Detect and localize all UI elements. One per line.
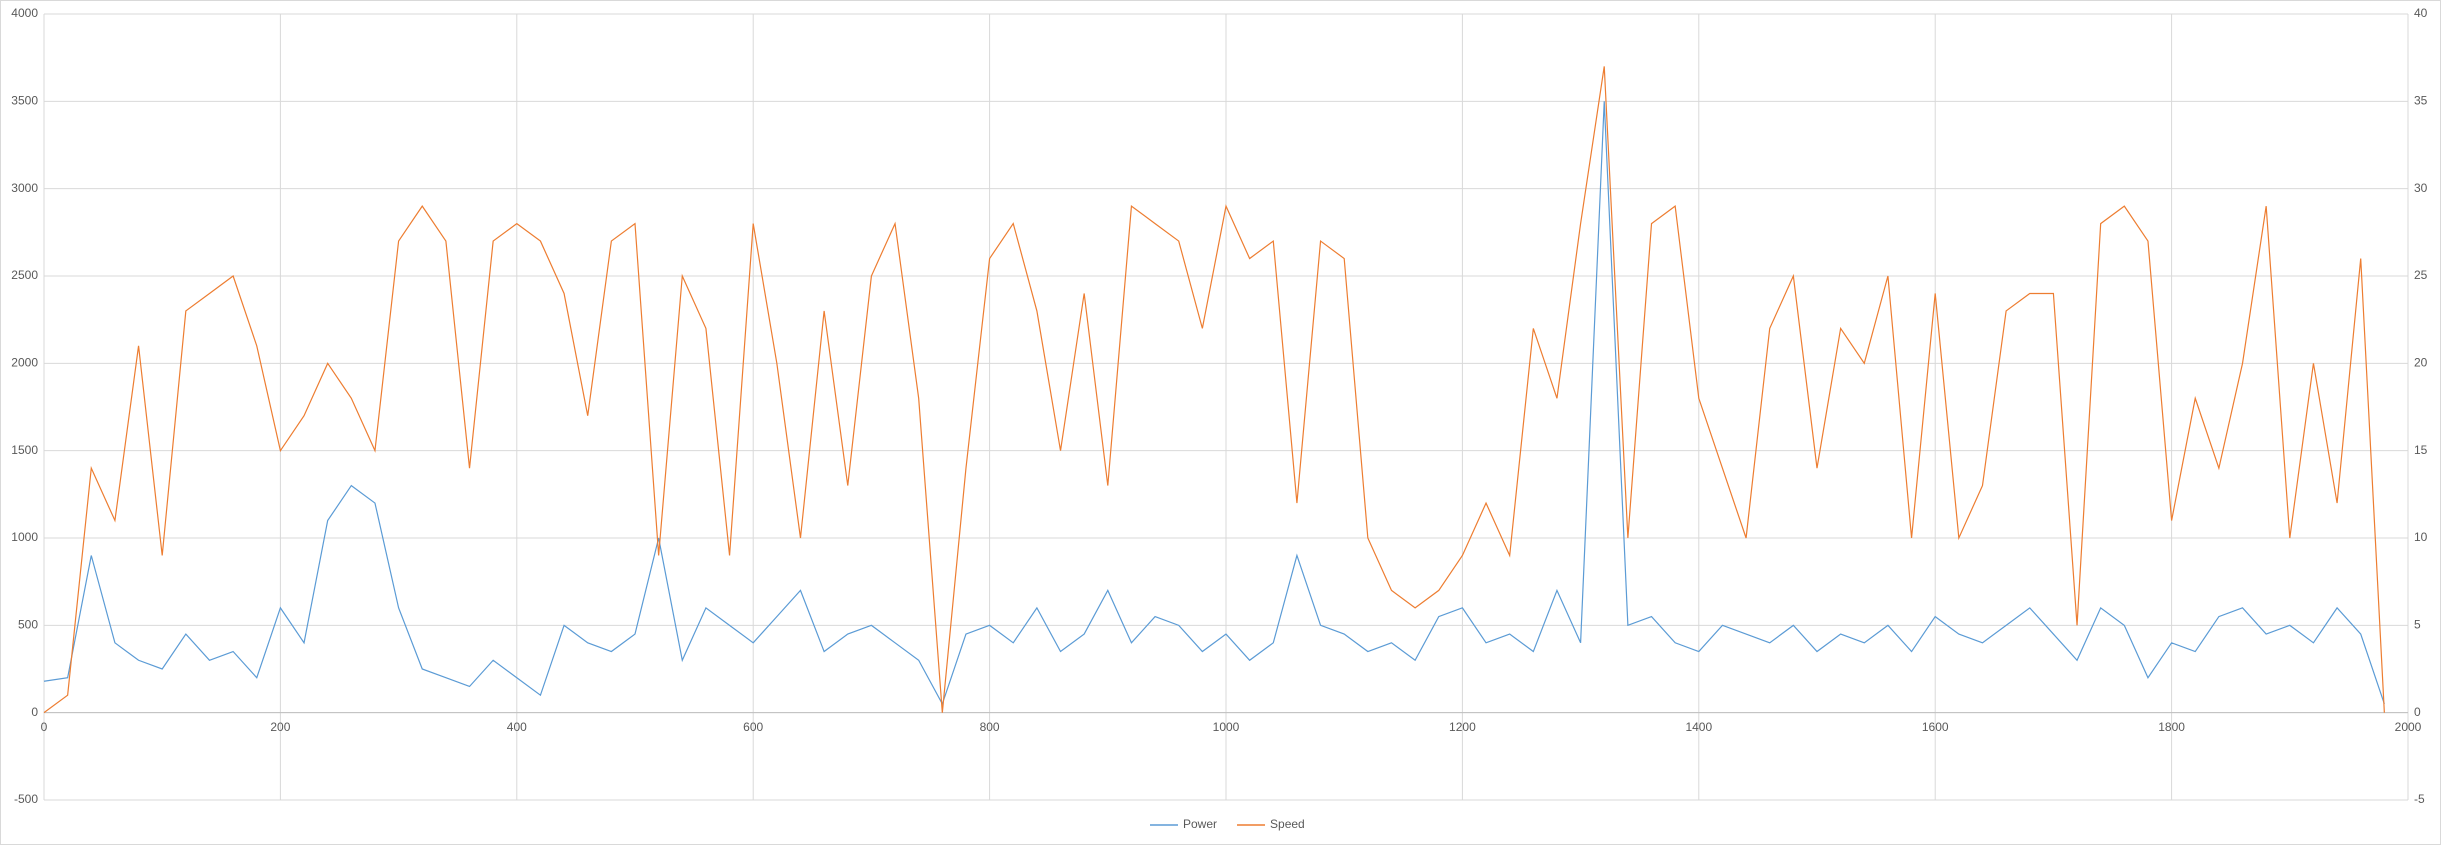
y-tick-label: 2000 [11,356,38,370]
legend-label: Speed [1270,817,1305,831]
legend: Power Speed [1150,817,1305,831]
series-line [43,66,2385,714]
y2-tick-label: 10 [2414,530,2428,544]
series-line [43,101,2385,706]
x-tick-label: 200 [270,720,290,734]
x-tick-label: 1400 [1685,720,1712,734]
legend-label: Power [1183,817,1217,831]
y-tick-label: 4000 [11,6,38,20]
y-tick-label: 3000 [11,181,38,195]
y2-tick-label: 20 [2414,356,2428,370]
y2-tick-label: 15 [2414,443,2428,457]
x-tick-label: 1000 [1213,720,1240,734]
y2-tick-label: 35 [2414,94,2428,108]
y-tick-label: 0 [31,705,38,719]
y2-tick-label: 30 [2414,181,2428,195]
y-tick-label: 500 [18,618,38,632]
y2-tick-label: 0 [2414,705,2421,719]
y-tick-label: 1500 [11,443,38,457]
x-tick-label: 1200 [1449,720,1476,734]
x-tick-label: 600 [743,720,763,734]
y2-tick-label: 5 [2414,618,2421,632]
y2-tick-label: -5 [2414,792,2425,806]
y-tick-label: 3500 [11,94,38,108]
y-tick-label: 2500 [11,268,38,282]
y-tick-label: 1000 [11,530,38,544]
x-tick-label: 2000 [2395,720,2422,734]
y-tick-label: -500 [14,792,38,806]
x-tick-label: 1600 [1922,720,1949,734]
x-tick-label: 400 [507,720,527,734]
y2-tick-label: 25 [2414,268,2428,282]
y2-tick-label: 40 [2414,6,2428,20]
x-tick-label: 1800 [2158,720,2185,734]
x-tick-label: 800 [980,720,1000,734]
x-tick-label: 0 [41,720,48,734]
